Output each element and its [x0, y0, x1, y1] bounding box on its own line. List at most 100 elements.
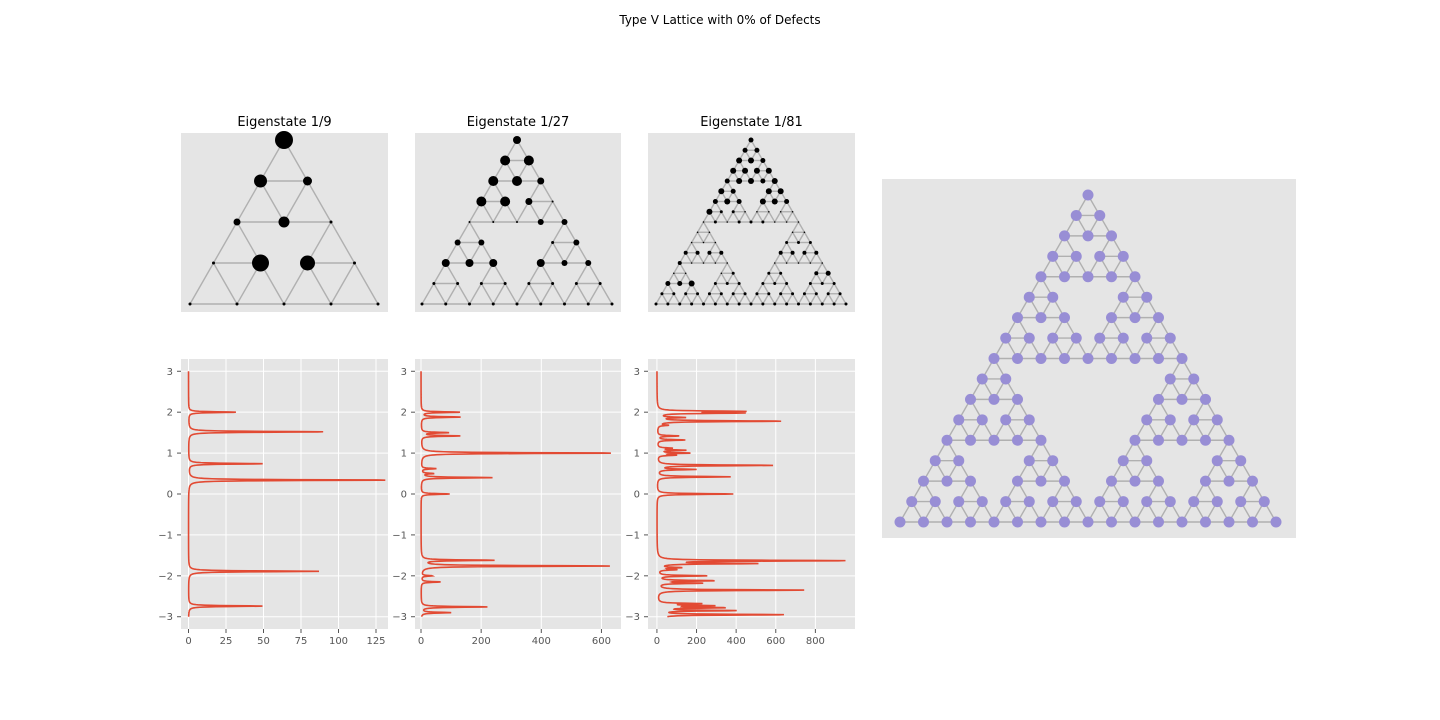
lattice-node: [353, 261, 356, 265]
lattice-edge: [756, 293, 764, 305]
lattice-node: [515, 302, 519, 306]
lattice-node: [660, 292, 664, 296]
lattice-edge: [786, 231, 794, 243]
lattice-edge: [563, 221, 577, 243]
lattice-node: [1047, 332, 1059, 344]
lattice-node: [820, 282, 824, 285]
lattice-edge: [786, 293, 794, 305]
lattice-node: [1000, 414, 1012, 426]
lattice-node: [765, 188, 772, 195]
lattice-edge: [827, 293, 835, 305]
axis-ticks: 0 25 50 75 100 125 3 2 1 0 −1 −2 −3: [158, 367, 385, 647]
lattice-edge: [762, 293, 770, 305]
lattice-edge: [780, 211, 788, 223]
lattice-node: [918, 475, 929, 487]
lattice-node: [756, 210, 758, 213]
lattice-edge: [732, 283, 740, 295]
lattice-node: [1141, 455, 1153, 467]
lattice-node: [768, 210, 770, 213]
lattice-edge: [540, 201, 554, 223]
lattice-node: [1094, 250, 1106, 262]
lattice-node: [512, 176, 522, 186]
x-tick-label: 200: [687, 636, 706, 647]
lattice-edge: [750, 211, 758, 223]
lattice-node: [476, 196, 487, 207]
lattice-node: [1188, 414, 1200, 426]
x-tick-label: 0: [654, 636, 660, 647]
lattice-node: [1035, 271, 1047, 283]
lattice-node: [779, 210, 782, 213]
dos-curve: [656, 371, 846, 618]
lattice-node: [275, 131, 293, 149]
lattice-node: [713, 302, 717, 306]
lattice-node: [941, 516, 953, 528]
panel-title: Eigenstate 1/27: [467, 115, 570, 130]
lattice-node: [724, 178, 730, 184]
lattice-node: [953, 414, 965, 426]
lattice-edge: [702, 231, 711, 243]
lattice-node: [1235, 455, 1247, 467]
lattice-edge: [575, 283, 589, 305]
lattice-edge: [468, 283, 482, 305]
lattice-edge: [714, 293, 722, 305]
lattice-node: [665, 281, 671, 286]
y-tick-label: −1: [625, 530, 640, 541]
lattice-edge: [803, 293, 811, 305]
lattice-node: [1012, 475, 1023, 487]
lattice-node: [329, 302, 333, 306]
lattice-node: [754, 147, 760, 153]
lattice-edge: [283, 180, 309, 223]
lattice-node: [929, 455, 941, 467]
lattice-edge: [528, 201, 542, 223]
y-tick-label: 0: [167, 490, 173, 501]
lattice-node: [832, 282, 836, 285]
x-tick-label: 100: [329, 636, 348, 647]
lattice-node: [654, 302, 658, 306]
lattice-edge: [762, 211, 770, 223]
lattice-edge: [283, 262, 309, 305]
lattice-node: [492, 221, 495, 223]
lattice-node: [479, 282, 483, 285]
lattice-node: [1129, 516, 1141, 528]
lattice-node: [753, 167, 760, 174]
axis-ticks: 0 200 400 600 3 2 1 0 −1 −2 −3: [392, 367, 611, 647]
lattice-node: [1059, 475, 1070, 487]
lattice-node: [537, 219, 544, 225]
lattice-node: [500, 155, 511, 166]
lattice-edge: [504, 283, 518, 305]
lattice-node: [725, 302, 729, 306]
lattice-node: [696, 292, 700, 296]
lattice-node: [1035, 353, 1047, 364]
y-tick-label: 2: [401, 408, 407, 419]
lattice-node: [838, 292, 842, 296]
y-tick-label: −3: [625, 612, 640, 623]
lattice-edge: [552, 201, 566, 223]
lattice-node: [1247, 475, 1258, 487]
lattice-node: [586, 302, 590, 306]
lattice-edge: [791, 221, 800, 233]
lattice-edge: [780, 272, 788, 284]
x-tick-label: 600: [766, 636, 785, 647]
lattice-edge: [563, 283, 577, 305]
lattice-node: [1153, 434, 1164, 446]
lattice-node: [707, 250, 712, 255]
lattice-node: [1106, 353, 1117, 364]
lattice-node: [808, 302, 812, 306]
lattice-edge: [702, 293, 711, 305]
lattice-node: [1129, 475, 1141, 487]
lattice-node: [748, 178, 754, 184]
lattice-node: [1000, 373, 1012, 385]
lattice-node: [820, 302, 824, 306]
lattice-node: [778, 250, 783, 255]
lattice-edge: [768, 293, 776, 305]
lattice-edge: [720, 272, 728, 284]
lattice-node: [736, 199, 742, 204]
lattice-node: [802, 250, 807, 255]
x-tick-label: 125: [366, 636, 385, 647]
y-tick-label: −1: [392, 530, 407, 541]
lattice-node: [1023, 332, 1035, 344]
lattice-edge: [720, 262, 728, 274]
lattice-node: [1164, 373, 1176, 385]
lattice-node: [929, 496, 941, 508]
lattice-node: [730, 188, 736, 194]
